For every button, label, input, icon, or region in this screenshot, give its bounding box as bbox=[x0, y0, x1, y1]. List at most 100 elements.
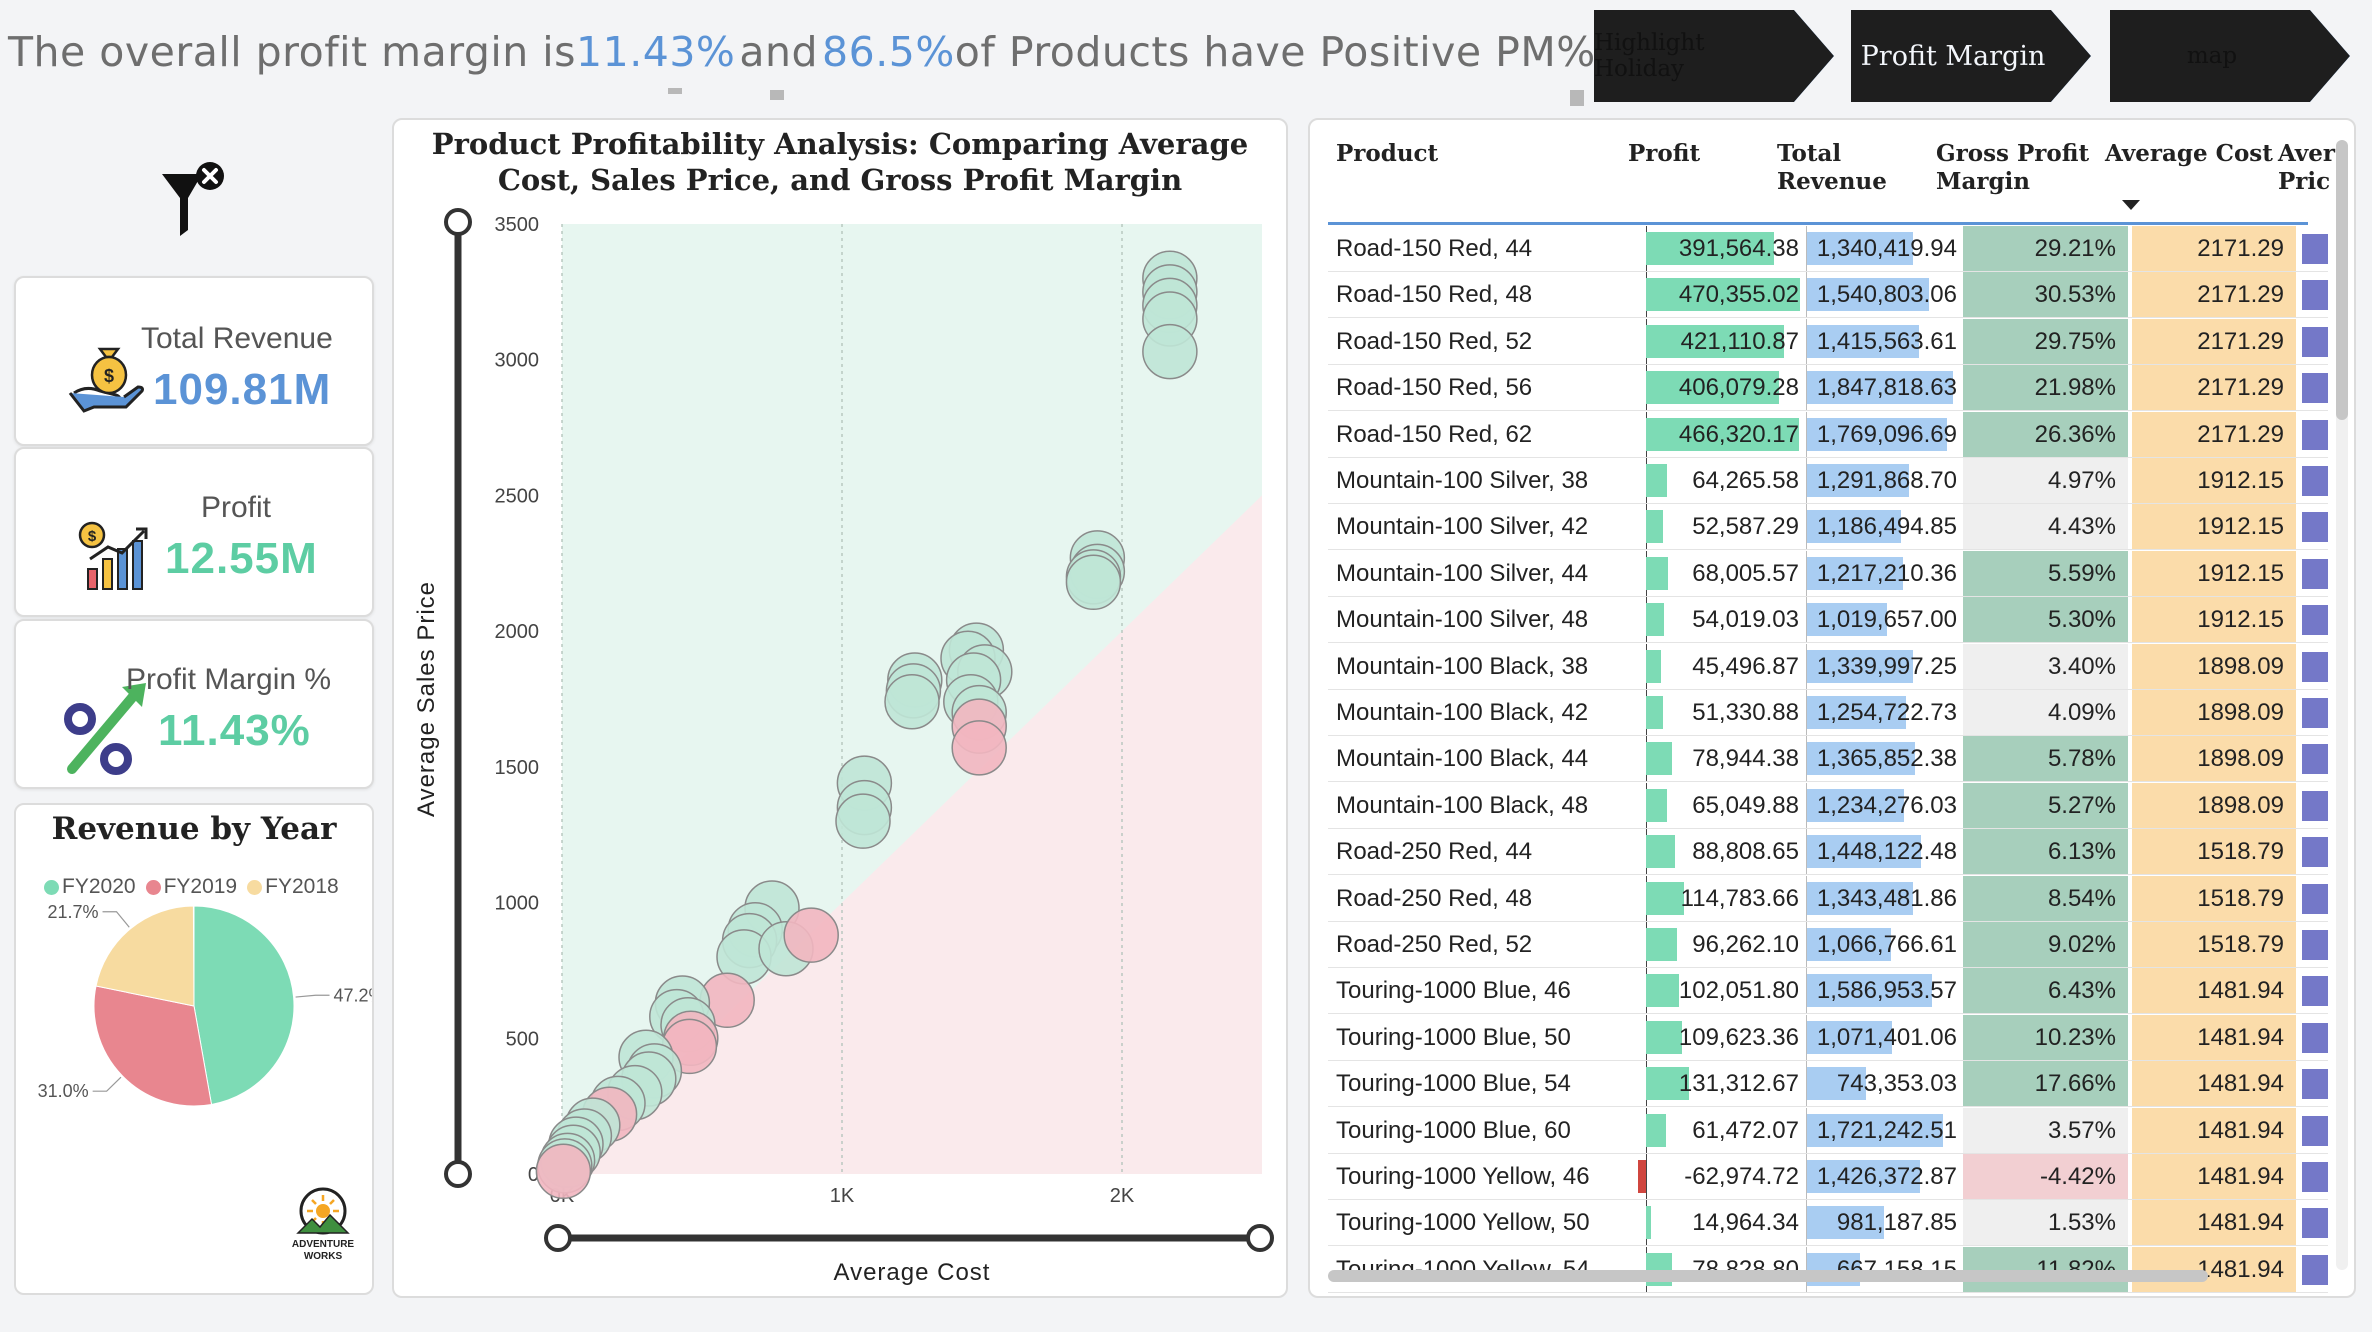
column-header-total-revenue[interactable]: Total Revenue bbox=[1777, 140, 1887, 195]
legend-item-fy2020[interactable]: FY2020 bbox=[44, 875, 136, 899]
cell-average-cost: 2171.29 bbox=[2132, 272, 2296, 318]
table-row[interactable]: Touring-1000 Yellow, 46 -62,974.72 1,426,3… bbox=[1328, 1154, 2328, 1200]
table-row[interactable]: Road-250 Red, 52 96,262.10 1,066,766.61 9.0… bbox=[1328, 922, 2328, 968]
cell-average-cost: 1481.94 bbox=[2132, 1246, 2296, 1292]
cell-gross-profit-margin: 4.97% bbox=[1963, 458, 2128, 503]
bar-axis bbox=[1806, 1061, 1807, 1107]
bar-axis bbox=[1806, 597, 1807, 643]
cell-profit: 421,110.87 bbox=[1680, 327, 1799, 355]
pie-data-label: 31.0% bbox=[38, 1081, 89, 1101]
profit-data-bar bbox=[1632, 829, 1803, 875]
cell-gross-profit-margin: 5.30% bbox=[1963, 597, 2128, 643]
scatter-point[interactable] bbox=[783, 907, 839, 963]
scatter-point[interactable] bbox=[835, 793, 891, 849]
y-range-slider-handle[interactable] bbox=[444, 1160, 472, 1188]
cell-gross-profit-margin: 3.40% bbox=[1963, 643, 2128, 689]
profit-margin-button[interactable]: Profit Margin bbox=[1851, 10, 2091, 102]
table-row[interactable]: Road-150 Red, 52 421,110.87 1,415,563.61 29… bbox=[1328, 318, 2328, 365]
pie-slice-fy2018[interactable] bbox=[95, 905, 195, 1007]
scatter-point[interactable] bbox=[1065, 554, 1122, 611]
table-row[interactable]: Road-150 Red, 48 470,355.02 1,540,803.06 30… bbox=[1328, 272, 2328, 319]
profitability-scatter-card: Product Profitability Analysis: Comparin… bbox=[392, 118, 1288, 1298]
table-row[interactable]: Touring-1000 Yellow, 5478,828.80667,158.… bbox=[1328, 1246, 2328, 1293]
table-row[interactable]: Mountain-100 Silver, 42 52,587.29 1,186,49… bbox=[1328, 504, 2328, 551]
total-revenue-label: Total Revenue bbox=[141, 322, 333, 355]
cell-product: Road-150 Red, 56 bbox=[1336, 374, 1533, 402]
table-row[interactable]: Mountain-100 Black, 44 78,944.38 1,365,852… bbox=[1328, 736, 2328, 783]
logo-text-2: WORKS bbox=[304, 1251, 343, 1262]
column-header-average-cost[interactable]: Average Cost bbox=[2105, 140, 2273, 167]
table-row[interactable]: Road-150 Red, 62 466,320.17 1,769,096.69 26… bbox=[1328, 411, 2328, 458]
cell-gross-profit-margin: 17.66% bbox=[1963, 1061, 2128, 1107]
table-row[interactable]: Touring-1000 Blue, 54 131,312.67 743,353.0… bbox=[1328, 1061, 2328, 1108]
scatter-point[interactable] bbox=[535, 1143, 592, 1200]
revenue-data-bar bbox=[1806, 875, 1961, 921]
table-row[interactable]: Mountain-100 Black, 38 45,496.87 1,339,997… bbox=[1328, 643, 2328, 690]
cell-average-sales-price bbox=[2302, 373, 2328, 404]
table-row[interactable]: Mountain-100 Silver, 38 64,265.58 1,291,86… bbox=[1328, 458, 2328, 504]
x-range-slider-handle[interactable] bbox=[1246, 1224, 1274, 1252]
scatter-point[interactable] bbox=[884, 673, 940, 730]
table-row[interactable]: Road-250 Red, 48 114,783.66 1,343,481.86 8.… bbox=[1328, 875, 2328, 922]
cell-total-revenue: 1,721,242.51 bbox=[1816, 1116, 1957, 1144]
scatter-title: Product Profitability Analysis: Comparin… bbox=[431, 127, 1249, 197]
table-row[interactable]: Road-250 Red, 44 88,808.65 1,448,122.48 6.1… bbox=[1328, 829, 2328, 876]
cell-total-revenue: 981,187.85 bbox=[1836, 1209, 1957, 1237]
y-range-slider-handle[interactable] bbox=[444, 208, 472, 236]
scatter-point[interactable] bbox=[951, 720, 1007, 776]
revenue-data-bar bbox=[1806, 550, 1961, 596]
pie-slice-fy2019[interactable] bbox=[93, 985, 213, 1107]
sort-desc-icon[interactable] bbox=[2122, 200, 2140, 210]
cell-average-sales-price bbox=[2302, 419, 2328, 450]
cell-average-cost: 1898.09 bbox=[2132, 690, 2296, 735]
scatter-point[interactable] bbox=[1142, 323, 1198, 380]
horizontal-scrollbar[interactable] bbox=[1328, 1270, 2208, 1282]
table-body: Road-150 Red, 44 391,564.38 1,340,419.94 29… bbox=[1310, 226, 2328, 1296]
legend-label: FY2018 bbox=[265, 875, 339, 898]
cell-profit: 64,265.58 bbox=[1692, 467, 1799, 494]
cell-average-cost: 1518.79 bbox=[2132, 829, 2296, 875]
bar-axis bbox=[1806, 1014, 1807, 1060]
cell-product: Touring-1000 Blue, 60 bbox=[1336, 1116, 1571, 1144]
column-header-profit[interactable]: Profit bbox=[1628, 140, 1701, 167]
table-row[interactable]: Mountain-100 Silver, 44 68,005.57 1,217,21… bbox=[1328, 550, 2328, 597]
cell-average-cost: 2171.29 bbox=[2132, 226, 2296, 271]
vertical-scrollbar-thumb[interactable] bbox=[2336, 140, 2348, 420]
cell-profit: 391,564.38 bbox=[1678, 235, 1799, 262]
cell-average-sales-price bbox=[2302, 605, 2328, 636]
column-header-gross-profit-margin[interactable]: Gross Profit Margin bbox=[1936, 140, 2090, 195]
cell-total-revenue: 1,254,722.73 bbox=[1816, 699, 1957, 726]
bar-axis bbox=[1806, 1154, 1807, 1199]
legend-item-fy2018[interactable]: FY2018 bbox=[247, 875, 339, 899]
table-row[interactable]: Touring-1000 Blue, 46 102,051.80 1,586,953… bbox=[1328, 968, 2328, 1015]
table-row[interactable]: Road-150 Red, 44 391,564.38 1,340,419.94 29… bbox=[1328, 226, 2328, 272]
table-row[interactable]: Mountain-100 Black, 48 65,049.88 1,234,276… bbox=[1328, 782, 2328, 829]
profit-data-bar bbox=[1632, 597, 1803, 643]
table-row[interactable]: Touring-1000 Blue, 60 61,472.07 1,721,242.… bbox=[1328, 1107, 2328, 1154]
pie-slice-fy2020[interactable] bbox=[193, 905, 295, 1106]
map-button[interactable]: map bbox=[2110, 10, 2350, 102]
cell-average-sales-price bbox=[2302, 1069, 2328, 1100]
vertical-scrollbar-track[interactable] bbox=[2336, 140, 2348, 1270]
table-row[interactable]: Mountain-100 Silver, 48 54,019.03 1,019,65… bbox=[1328, 597, 2328, 644]
cell-profit: 68,005.57 bbox=[1692, 559, 1799, 587]
column-header-average-sales-price[interactable]: Aver Pric bbox=[2278, 140, 2336, 195]
bar-axis bbox=[1806, 1107, 1807, 1153]
highlight-holiday-button[interactable]: Highlight Holiday bbox=[1594, 10, 1834, 102]
y-axis-title: Average Sales Price bbox=[413, 581, 440, 817]
cell-gross-profit-margin: 10.23% bbox=[1963, 1014, 2128, 1060]
column-header-product[interactable]: Product bbox=[1336, 140, 1439, 167]
table-row[interactable]: Touring-1000 Yellow, 50 14,964.34 981,187.… bbox=[1328, 1200, 2328, 1247]
x-range-slider-handle[interactable] bbox=[544, 1224, 572, 1252]
table-row[interactable]: Touring-1000 Blue, 50 109,623.36 1,071,401… bbox=[1328, 1014, 2328, 1061]
table-row[interactable]: Mountain-100 Black, 42 51,330.88 1,254,722… bbox=[1328, 690, 2328, 736]
legend-item-fy2019[interactable]: FY2019 bbox=[145, 875, 237, 899]
revenue-data-bar bbox=[1806, 504, 1961, 550]
cell-gross-profit-margin: -4.42% bbox=[1963, 1154, 2128, 1199]
headline-suffix: of Products have Positive PM% bbox=[954, 28, 1596, 76]
clear-filter-icon[interactable] bbox=[158, 158, 230, 238]
table-row[interactable]: Road-150 Red, 56 406,079.28 1,847,818.63 21… bbox=[1328, 365, 2328, 412]
bar-fill bbox=[1646, 232, 1775, 265]
bar-fill bbox=[1807, 232, 1913, 265]
revenue-by-year-card: Revenue by Year FY2020 FY2019 FY2018 47.… bbox=[14, 803, 374, 1295]
